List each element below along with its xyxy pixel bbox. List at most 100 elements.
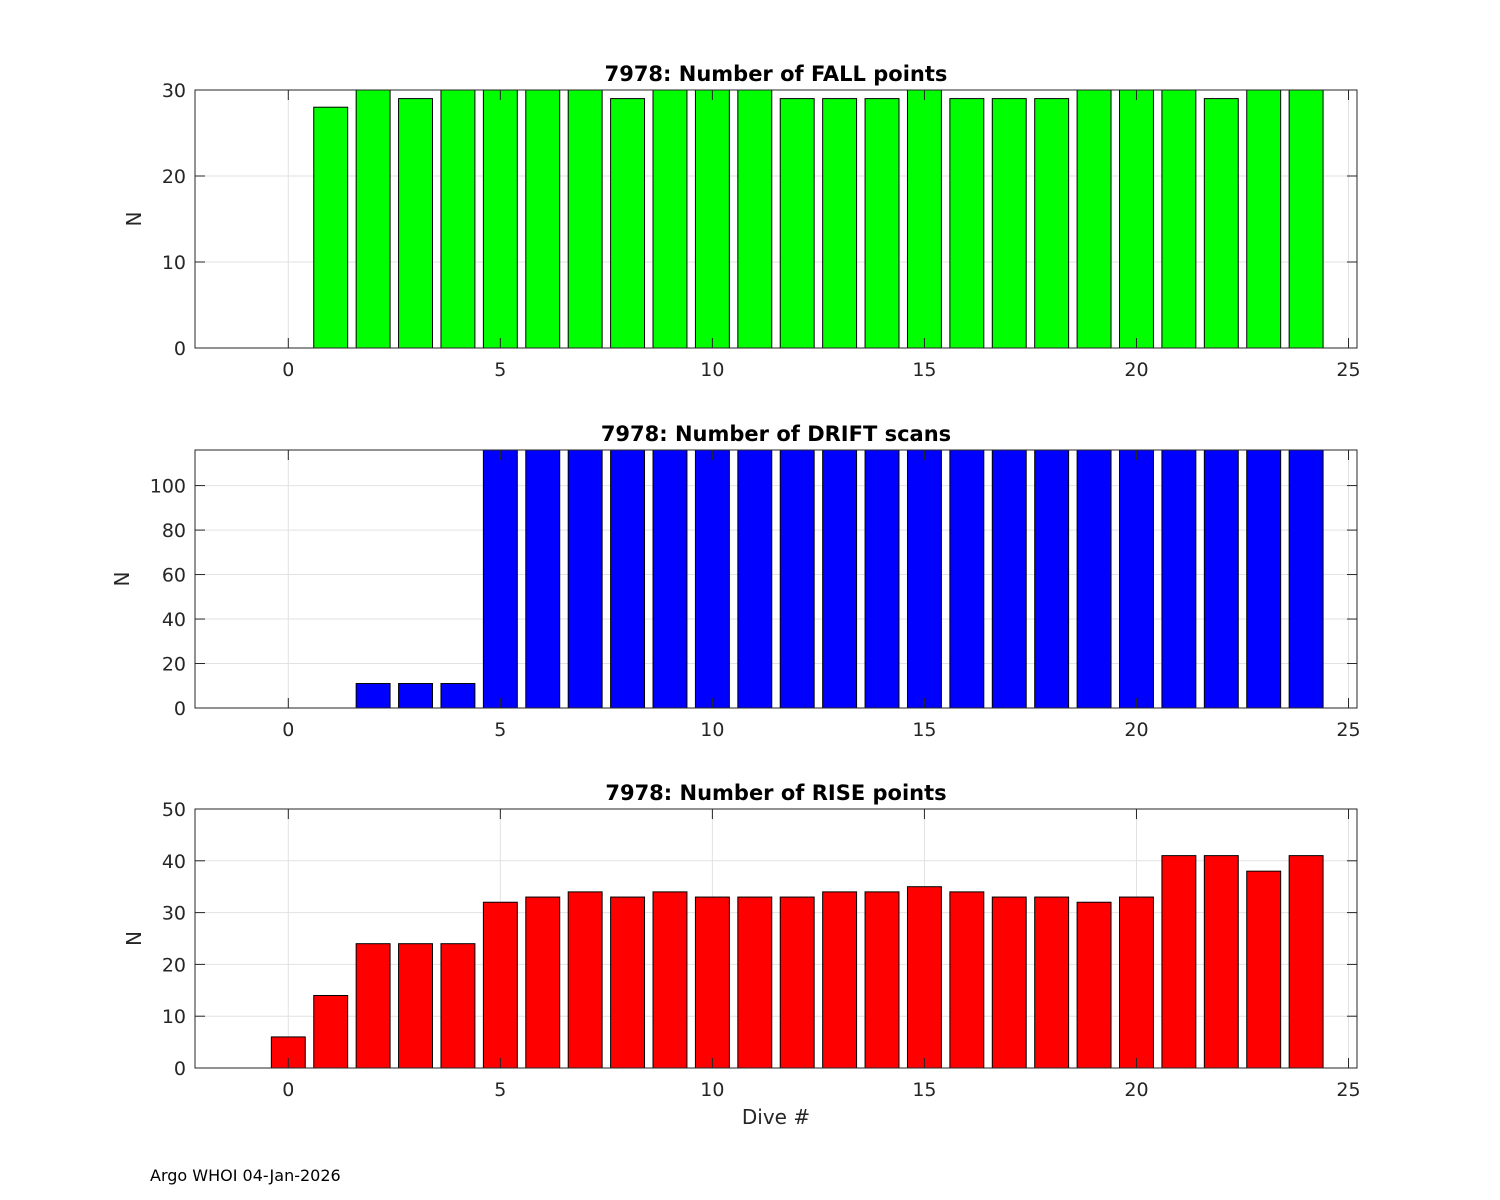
footer-credit: Argo WHOI 04-Jan-2026 [150, 1166, 341, 1185]
x-tick-label: 5 [494, 719, 506, 741]
bar-dive-9 [652, 449, 688, 709]
bar-dive-3 [398, 98, 433, 349]
y-tick-label: 0 [174, 338, 186, 360]
bar-dive-14 [864, 98, 900, 349]
bar-dive-23 [1246, 89, 1282, 349]
y-tick-label: 50 [162, 799, 186, 821]
bar-dive-9 [652, 89, 688, 349]
bar-dive-20 [1119, 449, 1154, 709]
y-axis-label: N [122, 931, 146, 946]
bar-dive-19 [1076, 901, 1112, 1069]
y-tick-label: 60 [162, 565, 186, 587]
x-tick-label: 15 [912, 719, 936, 741]
bar-dive-17 [991, 449, 1027, 709]
bar-dive-22 [1203, 855, 1239, 1069]
y-tick-label: 0 [174, 698, 186, 720]
bar-dive-13 [822, 98, 858, 349]
bar-dive-4 [440, 943, 476, 1069]
bar-dive-16 [949, 98, 985, 349]
bar-dive-17 [991, 896, 1027, 1069]
x-tick-label: 10 [700, 719, 724, 741]
x-tick-label: 15 [912, 359, 936, 381]
bar-dive-22 [1203, 449, 1239, 709]
bar-dive-4 [440, 683, 476, 709]
x-tick-label: 10 [700, 359, 724, 381]
bar-dive-12 [779, 896, 815, 1069]
bar-dive-10 [694, 89, 730, 349]
bar-dive-5 [482, 901, 518, 1069]
axes-box [194, 449, 1358, 709]
bar-dive-24 [1288, 89, 1324, 349]
bar-dive-7 [567, 449, 603, 709]
bar-dive-15 [906, 886, 942, 1069]
x-tick-label: 0 [282, 359, 294, 381]
chart-panel-3: 0 5 10 15 20 25 0 10 20 30 40 50 7978: Number of RIS… [122, 781, 1361, 1129]
bar-dive-18 [1034, 896, 1070, 1069]
y-tick-label: 20 [162, 954, 186, 976]
bar-dive-13 [822, 891, 858, 1069]
bar-dive-2 [355, 683, 391, 709]
x-tick-label: 0 [282, 1079, 294, 1101]
bar-dive-13 [822, 449, 858, 709]
bar-dive-7 [567, 89, 603, 349]
bar-dive-21 [1161, 89, 1197, 349]
axes-box [194, 89, 1358, 349]
bar-dive-15 [906, 449, 942, 709]
bar-dive-16 [949, 891, 985, 1069]
y-tick-label: 10 [162, 252, 186, 274]
bar-dive-21 [1161, 449, 1197, 709]
bar-dive-23 [1246, 870, 1282, 1069]
x-tick-label: 20 [1124, 719, 1148, 741]
bar-dive-15 [906, 89, 942, 349]
bar-dive-3 [398, 683, 433, 709]
chart-panel-1: 0 5 10 15 20 25 0 10 20 30 7978: Number of FALL po… [122, 62, 1361, 381]
y-tick-label: 30 [162, 903, 186, 925]
y-tick-label: 0 [174, 1058, 186, 1080]
bar-dive-20 [1119, 89, 1154, 349]
bar-dive-18 [1034, 449, 1070, 709]
y-axis-label: N [110, 572, 134, 587]
bar-dive-2 [355, 89, 391, 349]
bar-dive-11 [737, 449, 773, 709]
y-tick-label: 100 [150, 476, 186, 498]
y-tick-label: 20 [162, 654, 186, 676]
bar-dive-11 [737, 89, 773, 349]
bar-dive-23 [1246, 449, 1282, 709]
x-tick-label: 5 [494, 359, 506, 381]
bar-dive-2 [355, 943, 391, 1069]
bar-dive-16 [949, 449, 985, 709]
bar-dive-5 [482, 89, 518, 349]
y-tick-label: 20 [162, 166, 186, 188]
bar-dive-12 [779, 98, 815, 349]
y-tick-label: 10 [162, 1006, 186, 1028]
axes-box [194, 808, 1358, 1069]
bar-dive-21 [1161, 855, 1197, 1069]
y-tick-label: 40 [162, 609, 186, 631]
y-tick-label: 40 [162, 851, 186, 873]
bar-dive-20 [1119, 896, 1154, 1069]
x-tick-label: 25 [1336, 359, 1360, 381]
bar-dive-22 [1203, 98, 1239, 349]
x-tick-label: 25 [1336, 719, 1360, 741]
bar-dive-8 [610, 896, 646, 1069]
bar-dive-10 [694, 449, 730, 709]
bar-dive-6 [525, 896, 561, 1069]
y-axis-label: N [122, 212, 146, 227]
bar-dive-1 [313, 106, 349, 349]
bar-dive-6 [525, 449, 561, 709]
bar-dive-18 [1034, 98, 1070, 349]
bar-dive-6 [525, 89, 561, 349]
bar-dive-5 [482, 449, 518, 709]
chart-title: 7978: Number of FALL points [605, 62, 948, 86]
y-tick-label: 30 [162, 80, 186, 102]
bar-dive-8 [610, 98, 646, 349]
x-tick-label: 0 [282, 719, 294, 741]
bar-dive-10 [694, 896, 730, 1069]
bar-dive-14 [864, 449, 900, 709]
x-axis-label: Dive # [742, 1105, 810, 1129]
bar-dive-3 [398, 943, 433, 1069]
bar-dive-11 [737, 896, 773, 1069]
bar-dive-7 [567, 891, 603, 1069]
bar-dive-1 [313, 994, 349, 1069]
bar-dive-12 [779, 449, 815, 709]
